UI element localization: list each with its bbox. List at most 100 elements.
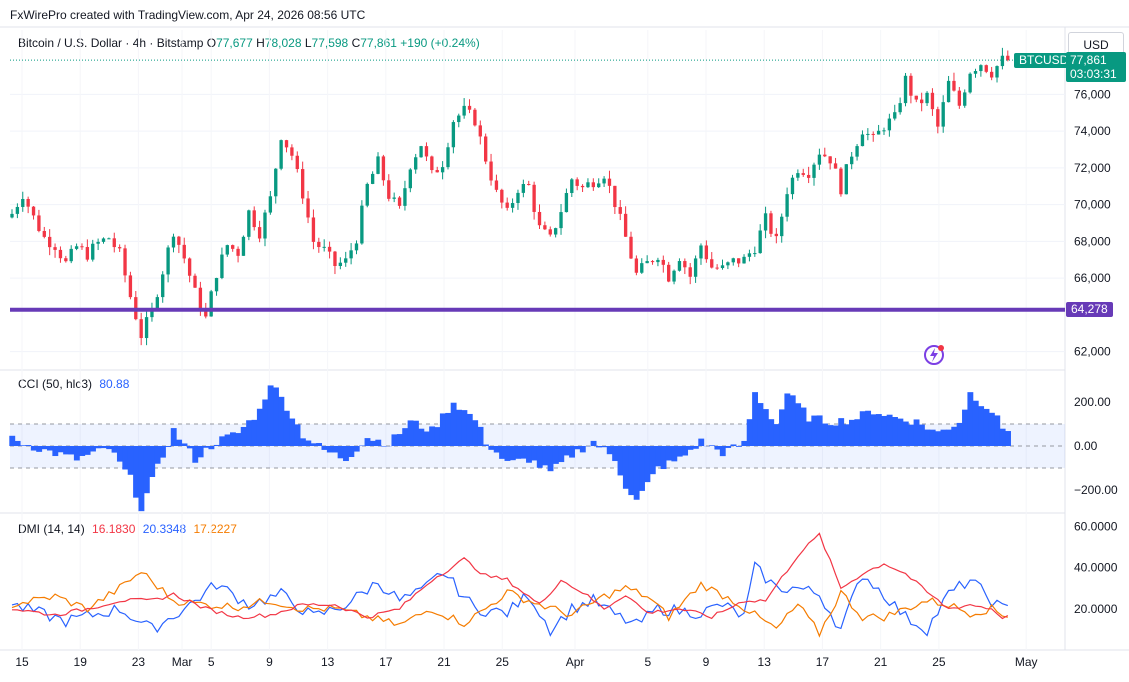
cci-bar <box>348 446 355 458</box>
cci-bar <box>698 438 705 446</box>
cci-bar <box>660 446 667 470</box>
cci-bar <box>251 419 258 446</box>
cci-bar <box>192 446 199 463</box>
cci-bar <box>552 446 559 464</box>
cci-bar <box>305 440 312 446</box>
cci-bar <box>892 417 898 446</box>
candle-body <box>640 263 644 273</box>
cci-bar <box>149 446 156 478</box>
cci-bar <box>714 446 721 450</box>
candle-body <box>629 236 633 259</box>
cci-bar <box>967 392 974 446</box>
cci-bar <box>203 446 209 448</box>
time-tick-label: Mar <box>172 655 193 669</box>
price-tick-label: 70,000 <box>1074 198 1111 212</box>
candle-body <box>21 198 25 207</box>
candle-body <box>543 225 547 230</box>
candle-body <box>435 170 439 173</box>
cci-bar <box>875 414 882 446</box>
cci-bar <box>725 446 732 448</box>
cci-bar <box>504 446 511 461</box>
cci-tick-label: −200.00 <box>1074 483 1118 497</box>
cci-legend[interactable]: CCI (50, hlc3) 80.88 <box>18 377 130 391</box>
cci-bar <box>213 444 220 446</box>
cci-bar <box>267 385 274 446</box>
candle-body <box>650 261 655 263</box>
candle-body <box>252 210 256 228</box>
candle-body <box>553 228 558 235</box>
candle-body <box>984 65 988 72</box>
cci-bar <box>633 446 640 500</box>
price-tick-label: 68,000 <box>1074 234 1111 248</box>
candle-body <box>844 164 848 195</box>
cci-bar <box>822 423 828 446</box>
cci-bar <box>364 438 371 446</box>
candle-body <box>747 253 752 257</box>
cci-bar <box>472 420 479 446</box>
last-price-tag: 77,861 03:03:31 <box>1066 52 1126 83</box>
candle-body <box>559 212 563 229</box>
candle-body <box>898 103 902 113</box>
candle-body <box>128 275 133 298</box>
cci-bar <box>181 443 188 446</box>
cci-bar <box>229 432 236 446</box>
candle-body <box>161 274 165 298</box>
cci-bar <box>752 392 758 446</box>
cci-bar <box>197 446 204 458</box>
cci-bar <box>36 446 43 452</box>
currency-button[interactable]: USD <box>1068 32 1124 56</box>
lightning-icon[interactable] <box>922 343 946 367</box>
candle-body <box>527 184 531 186</box>
cci-bar <box>779 409 785 446</box>
cci-bar <box>262 399 269 446</box>
cci-bar <box>816 415 823 446</box>
candle-body <box>74 246 79 249</box>
candle-body <box>919 99 924 104</box>
candle-body <box>564 193 569 213</box>
cci-bar <box>908 424 915 446</box>
cci-bar <box>612 446 619 462</box>
cci-bar <box>450 402 457 446</box>
symbol-legend[interactable]: Bitcoin / U.S. Dollar · 4h · Bitstamp O7… <box>18 36 480 50</box>
cci-bar <box>558 446 565 463</box>
cci-bar <box>321 446 328 450</box>
cci-bar <box>160 446 166 458</box>
candle-body <box>150 308 154 318</box>
candle-body <box>532 184 536 212</box>
cci-bar <box>369 440 376 446</box>
candle-body <box>731 258 735 263</box>
cci-bar <box>870 414 877 446</box>
cci-bar <box>574 446 581 450</box>
dmi-legend[interactable]: DMI (14, 14) 16.1830 20.3348 17.2227 <box>18 522 237 536</box>
candle-body <box>806 174 811 178</box>
cci-bar <box>665 446 672 461</box>
cci-bar <box>396 434 403 446</box>
cci-bar <box>235 433 242 446</box>
cci-bar <box>827 425 834 446</box>
cci-bar <box>380 446 387 447</box>
cci-tick-label: 200.00 <box>1074 395 1111 409</box>
candle-body <box>500 189 504 203</box>
cci-bar <box>709 445 715 446</box>
candle-body <box>419 146 423 158</box>
cci-bar <box>789 395 796 446</box>
cci-bar <box>63 446 70 455</box>
time-tick-label: 25 <box>932 655 946 669</box>
cci-bar <box>628 446 635 496</box>
cci-bar <box>622 446 629 489</box>
cci-bar <box>596 446 602 448</box>
candle-body <box>462 105 466 116</box>
chart-credit: FxWirePro created with TradingView.com, … <box>10 8 366 22</box>
candle-body <box>381 156 386 181</box>
candle-body <box>214 277 219 292</box>
cci-bar <box>25 445 32 446</box>
candle-body <box>839 168 843 195</box>
price-tick-label: 72,000 <box>1074 161 1111 175</box>
candle-body <box>392 197 396 199</box>
cci-bar <box>326 446 333 453</box>
cci-bar <box>466 413 473 446</box>
candle-body <box>193 275 197 288</box>
candle-body <box>742 256 746 264</box>
candle-body <box>871 133 875 135</box>
